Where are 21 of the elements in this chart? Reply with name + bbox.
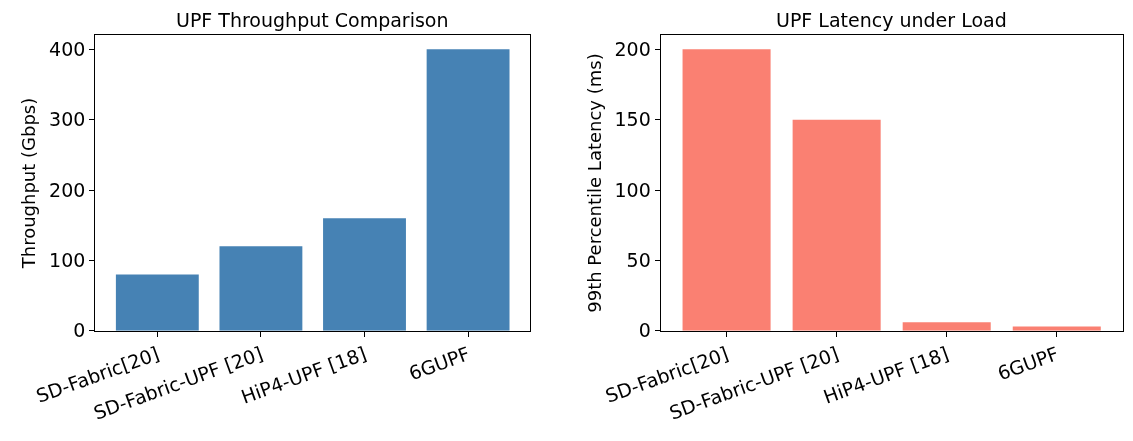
bar <box>902 322 991 331</box>
bar <box>323 218 406 331</box>
y-tick-label: 200 <box>49 178 86 201</box>
bar <box>115 274 199 331</box>
bar <box>682 49 771 331</box>
y-tick-label: 400 <box>49 38 86 60</box>
y-axis-title: 99th Percentile Latency (ms) <box>583 53 605 313</box>
y-tick-label: 150 <box>614 108 651 131</box>
bar <box>426 49 510 331</box>
y-tick-label: 100 <box>49 249 86 272</box>
y-tick-label: 0 <box>73 319 86 342</box>
chart-title: UPF Throughput Comparison <box>176 9 449 31</box>
y-tick-label: 0 <box>638 319 651 342</box>
y-tick-label: 100 <box>614 178 651 201</box>
bar <box>792 119 881 331</box>
y-axis-title: Throughput (Gbps) <box>18 97 40 270</box>
chart-title: UPF Latency under Load <box>776 9 1007 31</box>
y-tick-label: 200 <box>614 38 651 60</box>
y-tick-label: 300 <box>49 108 86 131</box>
bar <box>219 246 303 331</box>
y-tick-label: 50 <box>626 249 651 272</box>
